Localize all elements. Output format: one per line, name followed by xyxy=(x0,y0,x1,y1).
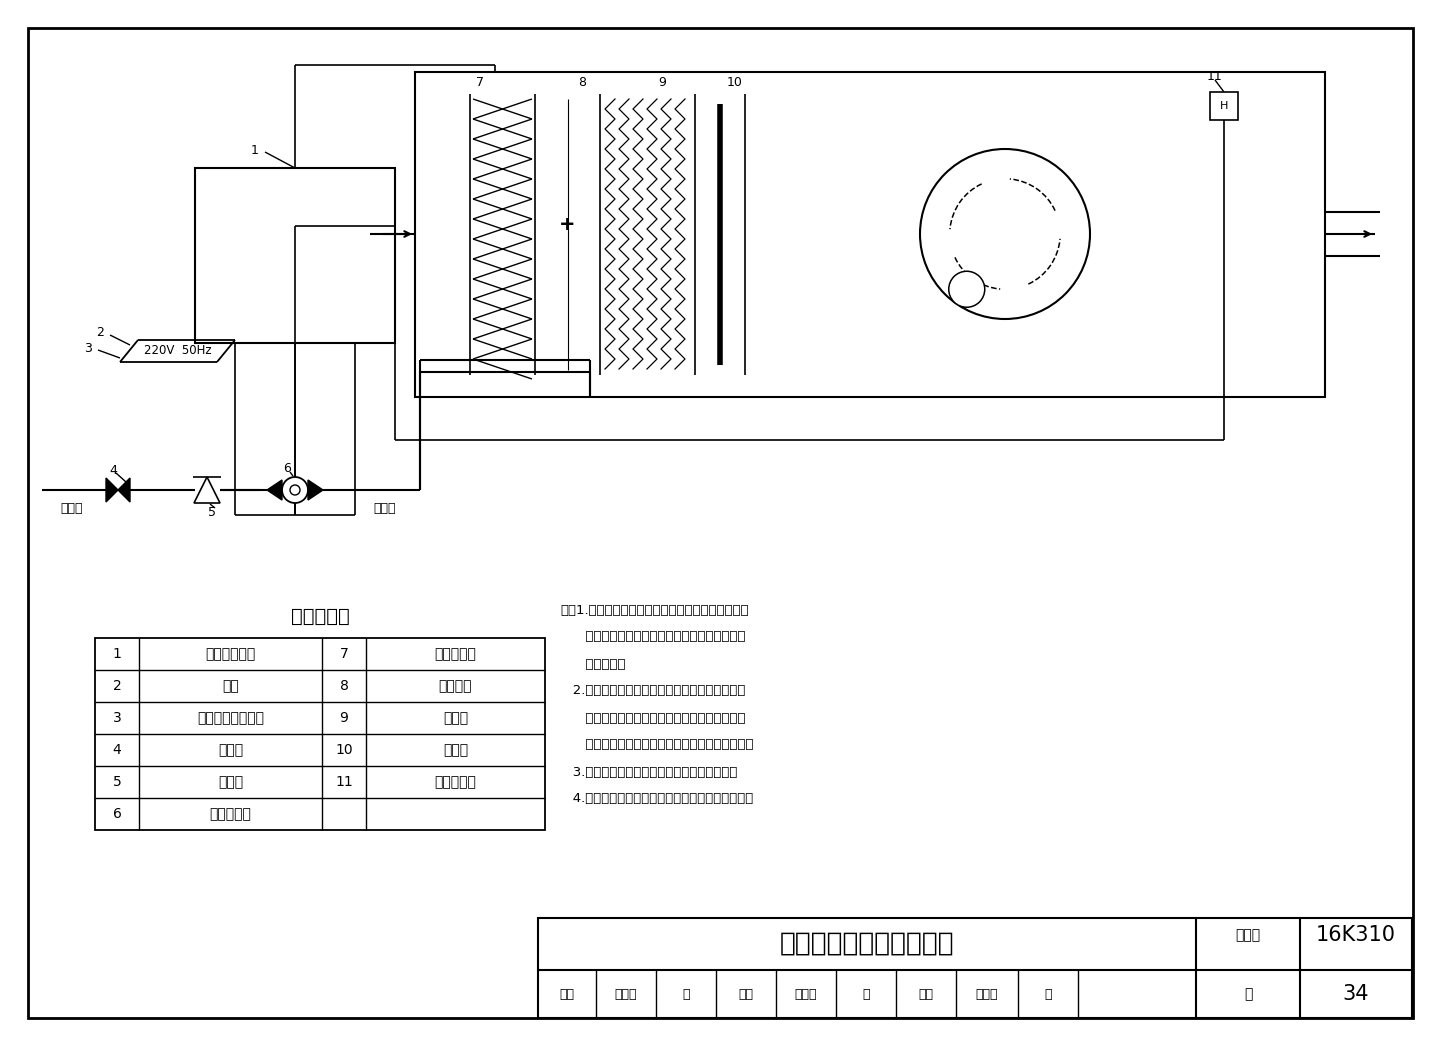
Text: 加热盘管: 加热盘管 xyxy=(439,679,472,693)
Text: 主要附件表: 主要附件表 xyxy=(291,607,350,626)
Text: 截止阀: 截止阀 xyxy=(217,743,243,757)
Polygon shape xyxy=(266,480,282,500)
Text: 3: 3 xyxy=(112,711,121,725)
Bar xyxy=(1210,92,1238,120)
Text: 签: 签 xyxy=(863,987,870,1001)
Text: 2.比例调节：当送风湿度大于设定值时，蒸汽调: 2.比例调节：当送风湿度大于设定值时，蒸汽调 xyxy=(560,684,746,698)
Text: 徐立平: 徐立平 xyxy=(615,987,638,1001)
Text: 刘海滨: 刘海滨 xyxy=(795,987,818,1001)
Text: 4: 4 xyxy=(112,743,121,757)
Circle shape xyxy=(920,149,1090,319)
Text: 3.当空调机组停止工作时，加湿器同时停止。: 3.当空调机组停止工作时，加湿器同时停止。 xyxy=(560,766,737,778)
Text: 3: 3 xyxy=(84,341,92,355)
Bar xyxy=(95,638,544,829)
Text: 加湿器控制器: 加湿器控制器 xyxy=(206,647,256,661)
Text: H: H xyxy=(1220,101,1228,111)
Text: 8: 8 xyxy=(579,75,586,89)
Text: 电源: 电源 xyxy=(222,679,239,693)
Polygon shape xyxy=(194,477,220,503)
Text: 空气过滤器: 空气过滤器 xyxy=(435,647,477,661)
Text: 签: 签 xyxy=(683,987,690,1001)
Text: 接空调机组控制箱: 接空调机组控制箱 xyxy=(197,711,264,725)
Text: 过滤器: 过滤器 xyxy=(217,775,243,789)
Text: 页: 页 xyxy=(1244,987,1253,1001)
Circle shape xyxy=(289,485,300,495)
Bar xyxy=(415,72,1325,397)
Text: 加湿器: 加湿器 xyxy=(444,711,468,725)
Text: 11: 11 xyxy=(336,775,353,789)
Text: 4: 4 xyxy=(109,463,117,477)
Text: 蒸汽管: 蒸汽管 xyxy=(60,501,82,515)
Text: 6: 6 xyxy=(284,461,291,475)
Text: 签: 签 xyxy=(1044,987,1051,1001)
Text: 节阀开度调小，减少加湿量；当送风湿度小于: 节阀开度调小，减少加湿量；当送风湿度小于 xyxy=(560,711,746,725)
Bar xyxy=(194,168,395,343)
Circle shape xyxy=(282,477,308,503)
Polygon shape xyxy=(308,480,323,500)
Text: 16K310: 16K310 xyxy=(1316,925,1395,945)
Text: 校对: 校对 xyxy=(739,987,753,1001)
Text: 图集号: 图集号 xyxy=(1236,928,1260,942)
Text: 汽调节阀。: 汽调节阀。 xyxy=(560,658,625,670)
Text: 220V  50Hz: 220V 50Hz xyxy=(144,344,212,358)
Text: 5: 5 xyxy=(112,775,121,789)
Text: 蒸汽管: 蒸汽管 xyxy=(374,501,396,515)
Text: 1: 1 xyxy=(112,647,121,661)
Text: 挡水板: 挡水板 xyxy=(444,743,468,757)
Text: 设计: 设计 xyxy=(919,987,933,1001)
Text: 汽调节阀；当送风湿度小于设定值时，打开蒸: 汽调节阀；当送风湿度小于设定值时，打开蒸 xyxy=(560,631,746,643)
Text: 7: 7 xyxy=(340,647,348,661)
Circle shape xyxy=(949,271,985,308)
Text: 11: 11 xyxy=(1207,70,1223,84)
Text: 5: 5 xyxy=(207,505,216,519)
Text: 34: 34 xyxy=(1342,984,1369,1004)
Text: 1: 1 xyxy=(251,143,259,157)
Text: 2: 2 xyxy=(96,325,104,339)
Text: 10: 10 xyxy=(336,743,353,757)
Text: 9: 9 xyxy=(658,75,667,89)
Text: 6: 6 xyxy=(112,808,121,821)
Text: 8: 8 xyxy=(340,679,348,693)
Text: 设定值时，蒸汽调节阀开度调大，增加加湿量。: 设定值时，蒸汽调节阀开度调大，增加加湿量。 xyxy=(560,738,753,751)
Text: 蒸汽调节阀: 蒸汽调节阀 xyxy=(210,808,252,821)
Text: 9: 9 xyxy=(340,711,348,725)
Text: 10: 10 xyxy=(727,75,743,89)
Text: 注：1.开关控制：当送风湿度大于设定值时，关闭蒸: 注：1.开关控制：当送风湿度大于设定值时，关闭蒸 xyxy=(560,604,749,616)
Text: 2: 2 xyxy=(112,679,121,693)
Text: +: + xyxy=(559,215,576,234)
Text: 湿度传感器: 湿度传感器 xyxy=(435,775,477,789)
Text: 4.风管内加湿器控制方式与空调机组内原理相同。: 4.风管内加湿器控制方式与空调机组内原理相同。 xyxy=(560,793,753,805)
Polygon shape xyxy=(118,478,130,502)
Polygon shape xyxy=(107,478,118,502)
Text: 干蒸汽加湿器控制原理图: 干蒸汽加湿器控制原理图 xyxy=(779,931,955,957)
Bar xyxy=(539,918,1413,1018)
Text: 7: 7 xyxy=(477,75,484,89)
Text: 审核: 审核 xyxy=(560,987,575,1001)
Text: 张亚娟: 张亚娟 xyxy=(976,987,998,1001)
